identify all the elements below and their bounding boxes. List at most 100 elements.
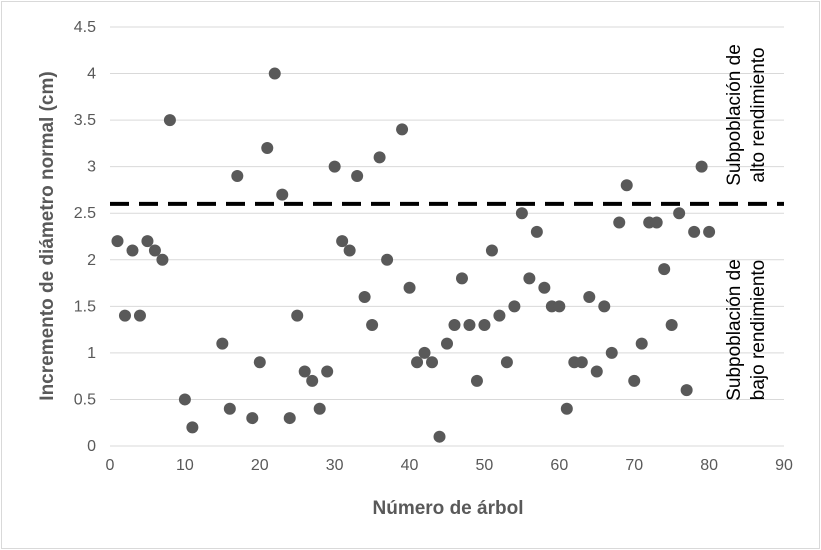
data-point bbox=[148, 244, 161, 257]
data-point bbox=[523, 272, 536, 285]
data-point bbox=[688, 225, 701, 238]
data-point bbox=[396, 123, 409, 136]
data-point bbox=[351, 169, 364, 182]
annotation-low-line2: bajo rendimiento bbox=[748, 260, 769, 400]
data-point bbox=[590, 365, 603, 378]
data-point bbox=[261, 142, 274, 155]
data-point bbox=[291, 309, 304, 322]
annotation-high-line1: Subpoblación de bbox=[724, 44, 745, 186]
data-point bbox=[583, 291, 596, 304]
data-point bbox=[673, 207, 686, 220]
data-point bbox=[216, 337, 229, 350]
data-point bbox=[336, 235, 349, 248]
annotation-high-line2: alto rendimiento bbox=[748, 47, 769, 182]
data-point bbox=[276, 188, 289, 201]
data-point bbox=[500, 356, 513, 369]
data-point bbox=[493, 309, 506, 322]
y-axis-title: Incremento de diámetro normal (cm) bbox=[37, 71, 58, 400]
data-point bbox=[298, 365, 311, 378]
data-point bbox=[178, 393, 191, 406]
data-point bbox=[156, 253, 169, 266]
data-point bbox=[598, 300, 611, 313]
y-tick-label: 0 bbox=[87, 438, 96, 455]
data-point bbox=[703, 225, 716, 238]
data-point bbox=[478, 318, 491, 331]
data-point bbox=[560, 402, 573, 415]
data-point bbox=[515, 207, 528, 220]
data-point bbox=[268, 67, 281, 80]
data-point bbox=[426, 356, 439, 369]
data-point bbox=[163, 114, 176, 127]
x-tick-label: 0 bbox=[106, 457, 115, 474]
y-tick-label: 4.5 bbox=[74, 19, 96, 36]
data-point bbox=[613, 216, 626, 229]
data-point bbox=[470, 374, 483, 387]
data-point bbox=[575, 356, 588, 369]
data-point bbox=[605, 346, 618, 359]
data-point bbox=[455, 272, 468, 285]
data-point bbox=[485, 244, 498, 257]
annotation-low-line1: Subpoblación de bbox=[724, 259, 745, 401]
data-point bbox=[441, 337, 453, 350]
data-point bbox=[343, 244, 356, 257]
data-point bbox=[133, 309, 146, 322]
data-point bbox=[628, 374, 641, 387]
data-point bbox=[366, 318, 379, 331]
data-point bbox=[186, 421, 199, 434]
data-point bbox=[358, 291, 371, 304]
y-tick-label: 3.5 bbox=[74, 112, 96, 129]
data-point bbox=[118, 309, 131, 322]
annotation-low-yield: Subpoblación de bajo rendimiento bbox=[724, 259, 769, 401]
y-tick-label: 0.5 bbox=[74, 391, 96, 408]
data-point bbox=[126, 244, 139, 257]
data-point bbox=[373, 151, 386, 164]
data-point bbox=[321, 365, 334, 378]
x-tick-label: 30 bbox=[326, 457, 344, 474]
y-tick-label: 2.5 bbox=[74, 205, 96, 222]
data-point bbox=[680, 384, 693, 397]
data-point bbox=[635, 337, 648, 350]
data-point bbox=[141, 235, 154, 248]
data-point bbox=[231, 169, 244, 182]
data-point bbox=[328, 160, 341, 173]
x-tick-label: 70 bbox=[625, 457, 643, 474]
data-point bbox=[381, 253, 394, 266]
data-point bbox=[306, 374, 319, 387]
y-tick-label: 3 bbox=[87, 159, 96, 176]
x-tick-label: 90 bbox=[775, 457, 793, 474]
data-point bbox=[620, 179, 633, 192]
data-point bbox=[411, 356, 424, 369]
x-tick-label: 20 bbox=[251, 457, 269, 474]
data-point bbox=[403, 281, 416, 294]
y-tick-label: 2 bbox=[87, 252, 96, 269]
data-point bbox=[246, 412, 259, 425]
data-point bbox=[695, 160, 708, 173]
x-tick-label: 60 bbox=[550, 457, 568, 474]
data-point bbox=[283, 412, 296, 425]
x-tick-label: 10 bbox=[176, 457, 194, 474]
y-tick-label: 4 bbox=[87, 66, 96, 83]
y-tick-label: 1.5 bbox=[74, 298, 96, 315]
data-point bbox=[418, 346, 431, 359]
data-point bbox=[433, 430, 446, 443]
data-point bbox=[463, 318, 476, 331]
data-point bbox=[313, 402, 326, 415]
data-point bbox=[223, 402, 236, 415]
data-point bbox=[538, 281, 551, 294]
gridlines bbox=[110, 26, 784, 400]
data-points bbox=[111, 67, 716, 443]
data-point bbox=[253, 356, 266, 369]
data-point bbox=[658, 263, 671, 276]
x-tick-label: 80 bbox=[700, 457, 718, 474]
x-axis-title: Número de árbol bbox=[373, 498, 524, 519]
data-point bbox=[530, 225, 543, 238]
data-point bbox=[448, 318, 461, 331]
data-point bbox=[665, 318, 678, 331]
x-tick-labels: 0 10 20 30 40 50 60 70 80 90 bbox=[106, 457, 793, 474]
y-tick-labels: 0 0.5 1 1.5 2 2.5 3 3.5 4 4.5 bbox=[74, 19, 96, 455]
annotation-high-yield: Subpoblación de alto rendimiento bbox=[724, 44, 769, 186]
data-point bbox=[553, 300, 566, 313]
data-point bbox=[650, 216, 663, 229]
